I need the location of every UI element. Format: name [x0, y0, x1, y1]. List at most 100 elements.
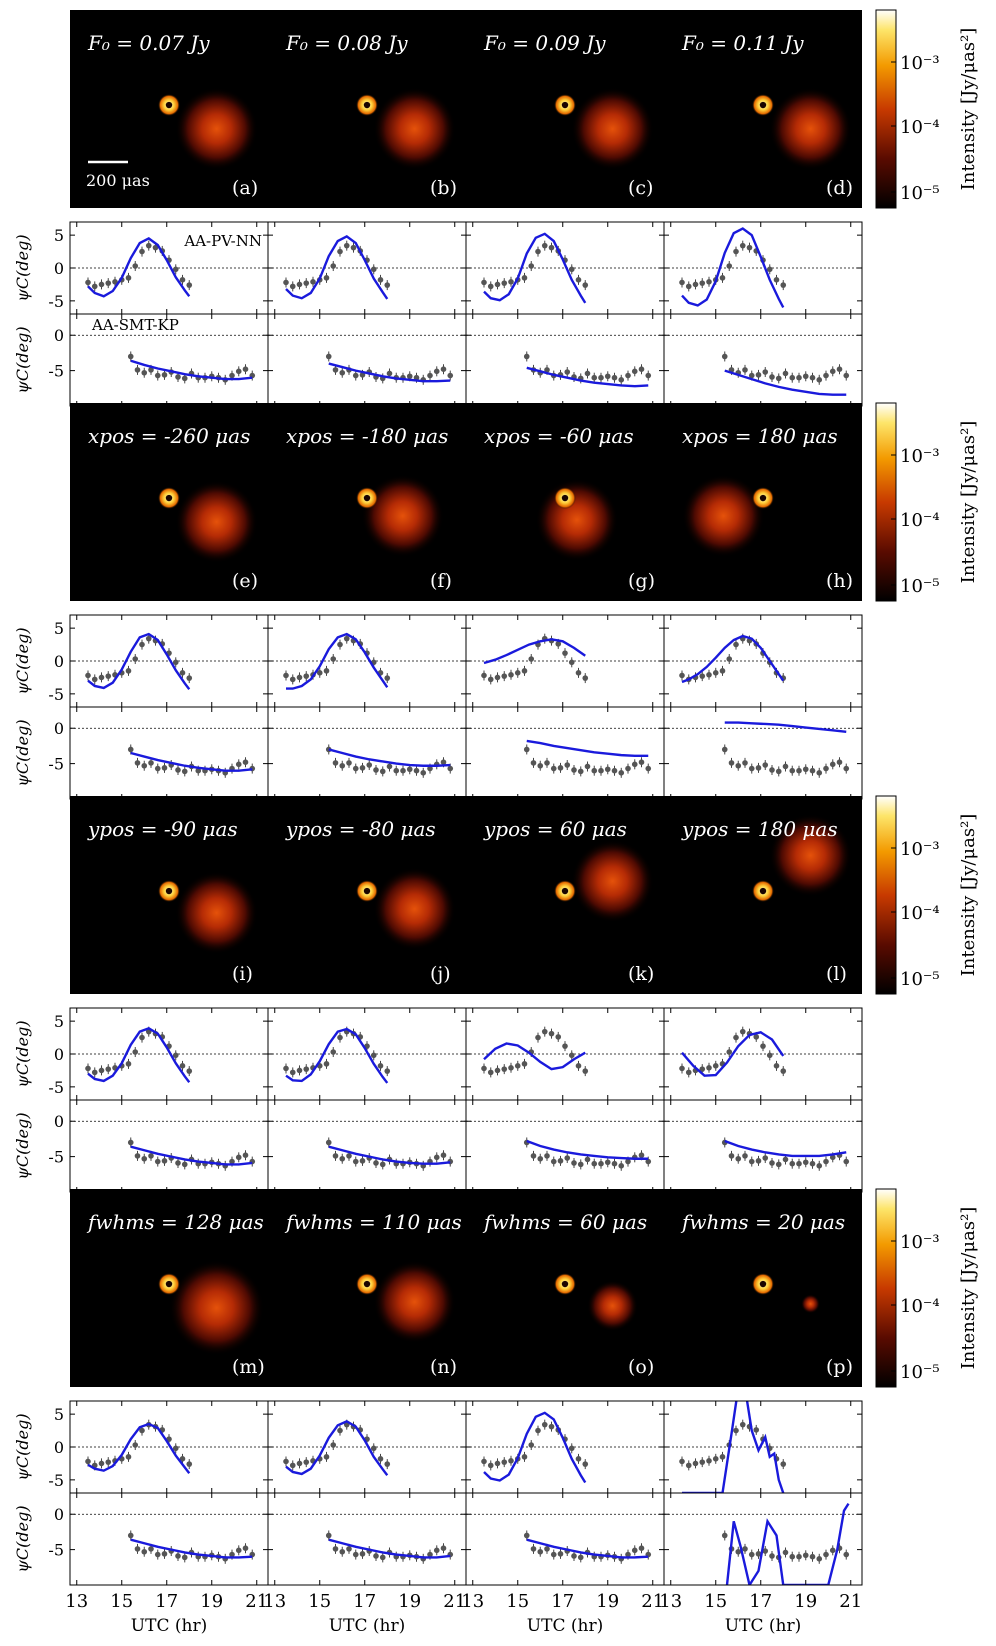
- plot-frame: [267, 706, 467, 800]
- data-point: [332, 1153, 339, 1159]
- y-tick-label: 0: [54, 1112, 64, 1131]
- data-point: [564, 1155, 571, 1161]
- data-point: [760, 1043, 766, 1049]
- panel-letter: (j): [430, 963, 451, 985]
- plot-panel: 0 -5 13 15 17 19 21 UTC (hr): [48, 1492, 269, 1636]
- data-point: [575, 670, 582, 676]
- data-point: [557, 1158, 564, 1164]
- data-point: [283, 1458, 289, 1465]
- y-tick-label: 5: [54, 1012, 64, 1031]
- data-point: [721, 353, 728, 360]
- colorbar-tick: 10⁻⁵: [900, 1362, 940, 1383]
- data-point: [337, 1034, 343, 1041]
- data-point: [568, 659, 575, 666]
- panel-letter: (e): [232, 570, 258, 592]
- data-point: [323, 668, 330, 674]
- data-point: [796, 1553, 802, 1560]
- x-tick-label: 21: [245, 1591, 268, 1612]
- data-point: [161, 372, 168, 378]
- y-tick-label: 0: [54, 719, 64, 738]
- plot-panel: [465, 313, 665, 407]
- data-point: [679, 279, 685, 286]
- source-blob: [571, 87, 654, 170]
- baseline-label: AA-SMT-KP: [91, 316, 179, 334]
- data-point: [591, 767, 598, 774]
- data-point: [598, 767, 604, 774]
- data-point: [721, 1532, 728, 1539]
- data-point: [139, 641, 145, 648]
- data-point: [836, 759, 843, 765]
- model-line: [526, 1139, 649, 1160]
- y-axis-label: ψC(deg): [13, 1020, 32, 1087]
- data-point: [802, 1552, 809, 1559]
- data-point: [679, 672, 685, 679]
- data-point: [175, 1160, 181, 1166]
- image-panel: F₀ = 0.09 Jy (c): [466, 10, 664, 208]
- colorbar: 10⁻³ 10⁻⁴ 10⁻⁵ Intensity [Jy/μas²]: [875, 795, 979, 995]
- y-axis-label: ψC(deg): [13, 627, 32, 694]
- plot-panel: [663, 1099, 863, 1193]
- data-point: [584, 370, 591, 377]
- ring-shadow: [561, 887, 569, 895]
- image-panel: fwhms = 20 μas (p): [664, 1189, 862, 1387]
- data-point: [186, 675, 193, 681]
- data-point: [373, 767, 379, 773]
- data-point: [816, 1556, 823, 1562]
- data-point: [433, 1154, 440, 1161]
- panel-letter: (f): [430, 570, 452, 592]
- data-point: [823, 372, 829, 379]
- data-point: [508, 279, 514, 285]
- data-point: [175, 1553, 181, 1559]
- data-point: [134, 1546, 141, 1552]
- data-point: [148, 1546, 154, 1552]
- data-point: [816, 1163, 823, 1169]
- plot-panel: 0 -5: [48, 1099, 269, 1193]
- data-point: [537, 1155, 544, 1162]
- data-point: [735, 1548, 742, 1555]
- plot-panel: [267, 313, 467, 407]
- data-point: [638, 1545, 645, 1551]
- data-point: [494, 1067, 501, 1074]
- plot-panel: [267, 614, 467, 708]
- data-point: [782, 1549, 789, 1556]
- data-point: [352, 1551, 359, 1558]
- data-point: [303, 673, 310, 679]
- image-panel: ypos = 180 μas (l): [664, 796, 862, 994]
- data-point: [91, 676, 98, 683]
- data-point: [384, 675, 391, 681]
- data-point: [181, 1554, 188, 1561]
- data-point: [631, 761, 638, 768]
- plot-panel: 5 0 -5: [48, 614, 269, 708]
- plot-panel: [465, 706, 665, 800]
- data-point: [181, 1161, 188, 1168]
- data-point: [748, 1158, 755, 1165]
- model-line: [483, 232, 587, 304]
- colorbar-label: Intensity [Jy/μas²]: [958, 421, 979, 584]
- plot-panel: 0 -5: [48, 706, 269, 800]
- x-tick-label: 19: [398, 1591, 421, 1612]
- data-point: [823, 1551, 829, 1558]
- data-point: [568, 1445, 575, 1452]
- data-point: [748, 1551, 755, 1558]
- data-point: [98, 1067, 105, 1074]
- plot-panel: [267, 1400, 467, 1494]
- x-tick-label: 19: [794, 1591, 817, 1612]
- colorbar-label: Intensity [Jy/μas²]: [958, 28, 979, 191]
- model-line: [526, 366, 649, 388]
- colorbar-tick: 10⁻⁴: [900, 117, 940, 138]
- data-point: [379, 1161, 386, 1168]
- data-point: [325, 353, 332, 360]
- data-point: [582, 282, 589, 288]
- data-point: [802, 1159, 809, 1166]
- source-blob: [587, 1280, 638, 1332]
- data-point: [802, 373, 809, 380]
- data-point: [134, 760, 141, 766]
- data-point: [618, 770, 625, 776]
- data-point: [699, 280, 706, 286]
- data-point: [303, 1066, 310, 1072]
- plot-frame: [663, 1099, 863, 1193]
- data-point: [148, 760, 154, 766]
- data-point: [780, 282, 787, 288]
- y-axis-label: ψC(deg): [13, 719, 32, 786]
- data-point: [523, 353, 530, 360]
